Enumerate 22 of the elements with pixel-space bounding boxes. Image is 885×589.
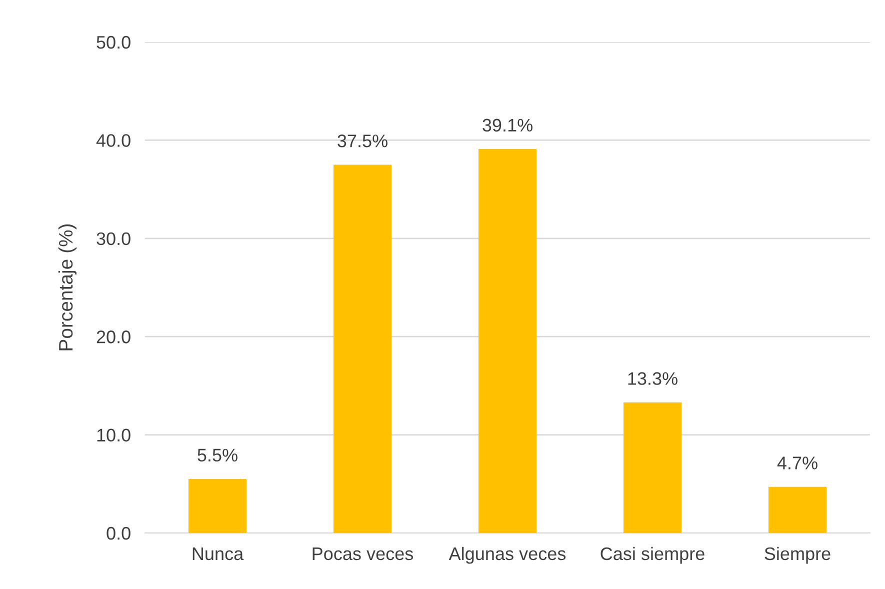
- x-tick-label: Nunca: [192, 548, 244, 560]
- bar: [768, 486, 826, 533]
- data-label: 13.3%: [628, 372, 678, 385]
- x-tick-label: Pocas veces: [312, 548, 414, 560]
- y-tick-label: 20.0: [96, 330, 130, 344]
- x-tick-label: Casi siempre: [600, 546, 704, 564]
- data-label: 39.1%: [482, 118, 532, 132]
- y-tick-label: 10.0: [97, 428, 130, 442]
- data-label: 5.5%: [198, 448, 238, 462]
- bar: [478, 149, 536, 533]
- x-tick-label: Siempre: [764, 546, 830, 564]
- y-tick-label: 50.0: [96, 36, 130, 49]
- data-label: 4.7%: [777, 456, 818, 470]
- x-tick-label: Algunas veces: [448, 546, 566, 564]
- data-label: 37.5%: [338, 134, 388, 148]
- y-axis-title: Porcentaje (%): [58, 224, 77, 350]
- bar: [624, 402, 682, 533]
- y-tick-label: 40.0: [96, 134, 130, 147]
- y-tick-label: 30.0: [96, 232, 130, 246]
- bar: [334, 164, 392, 533]
- bar: [188, 478, 246, 533]
- y-tick-label: 0.0: [106, 526, 130, 540]
